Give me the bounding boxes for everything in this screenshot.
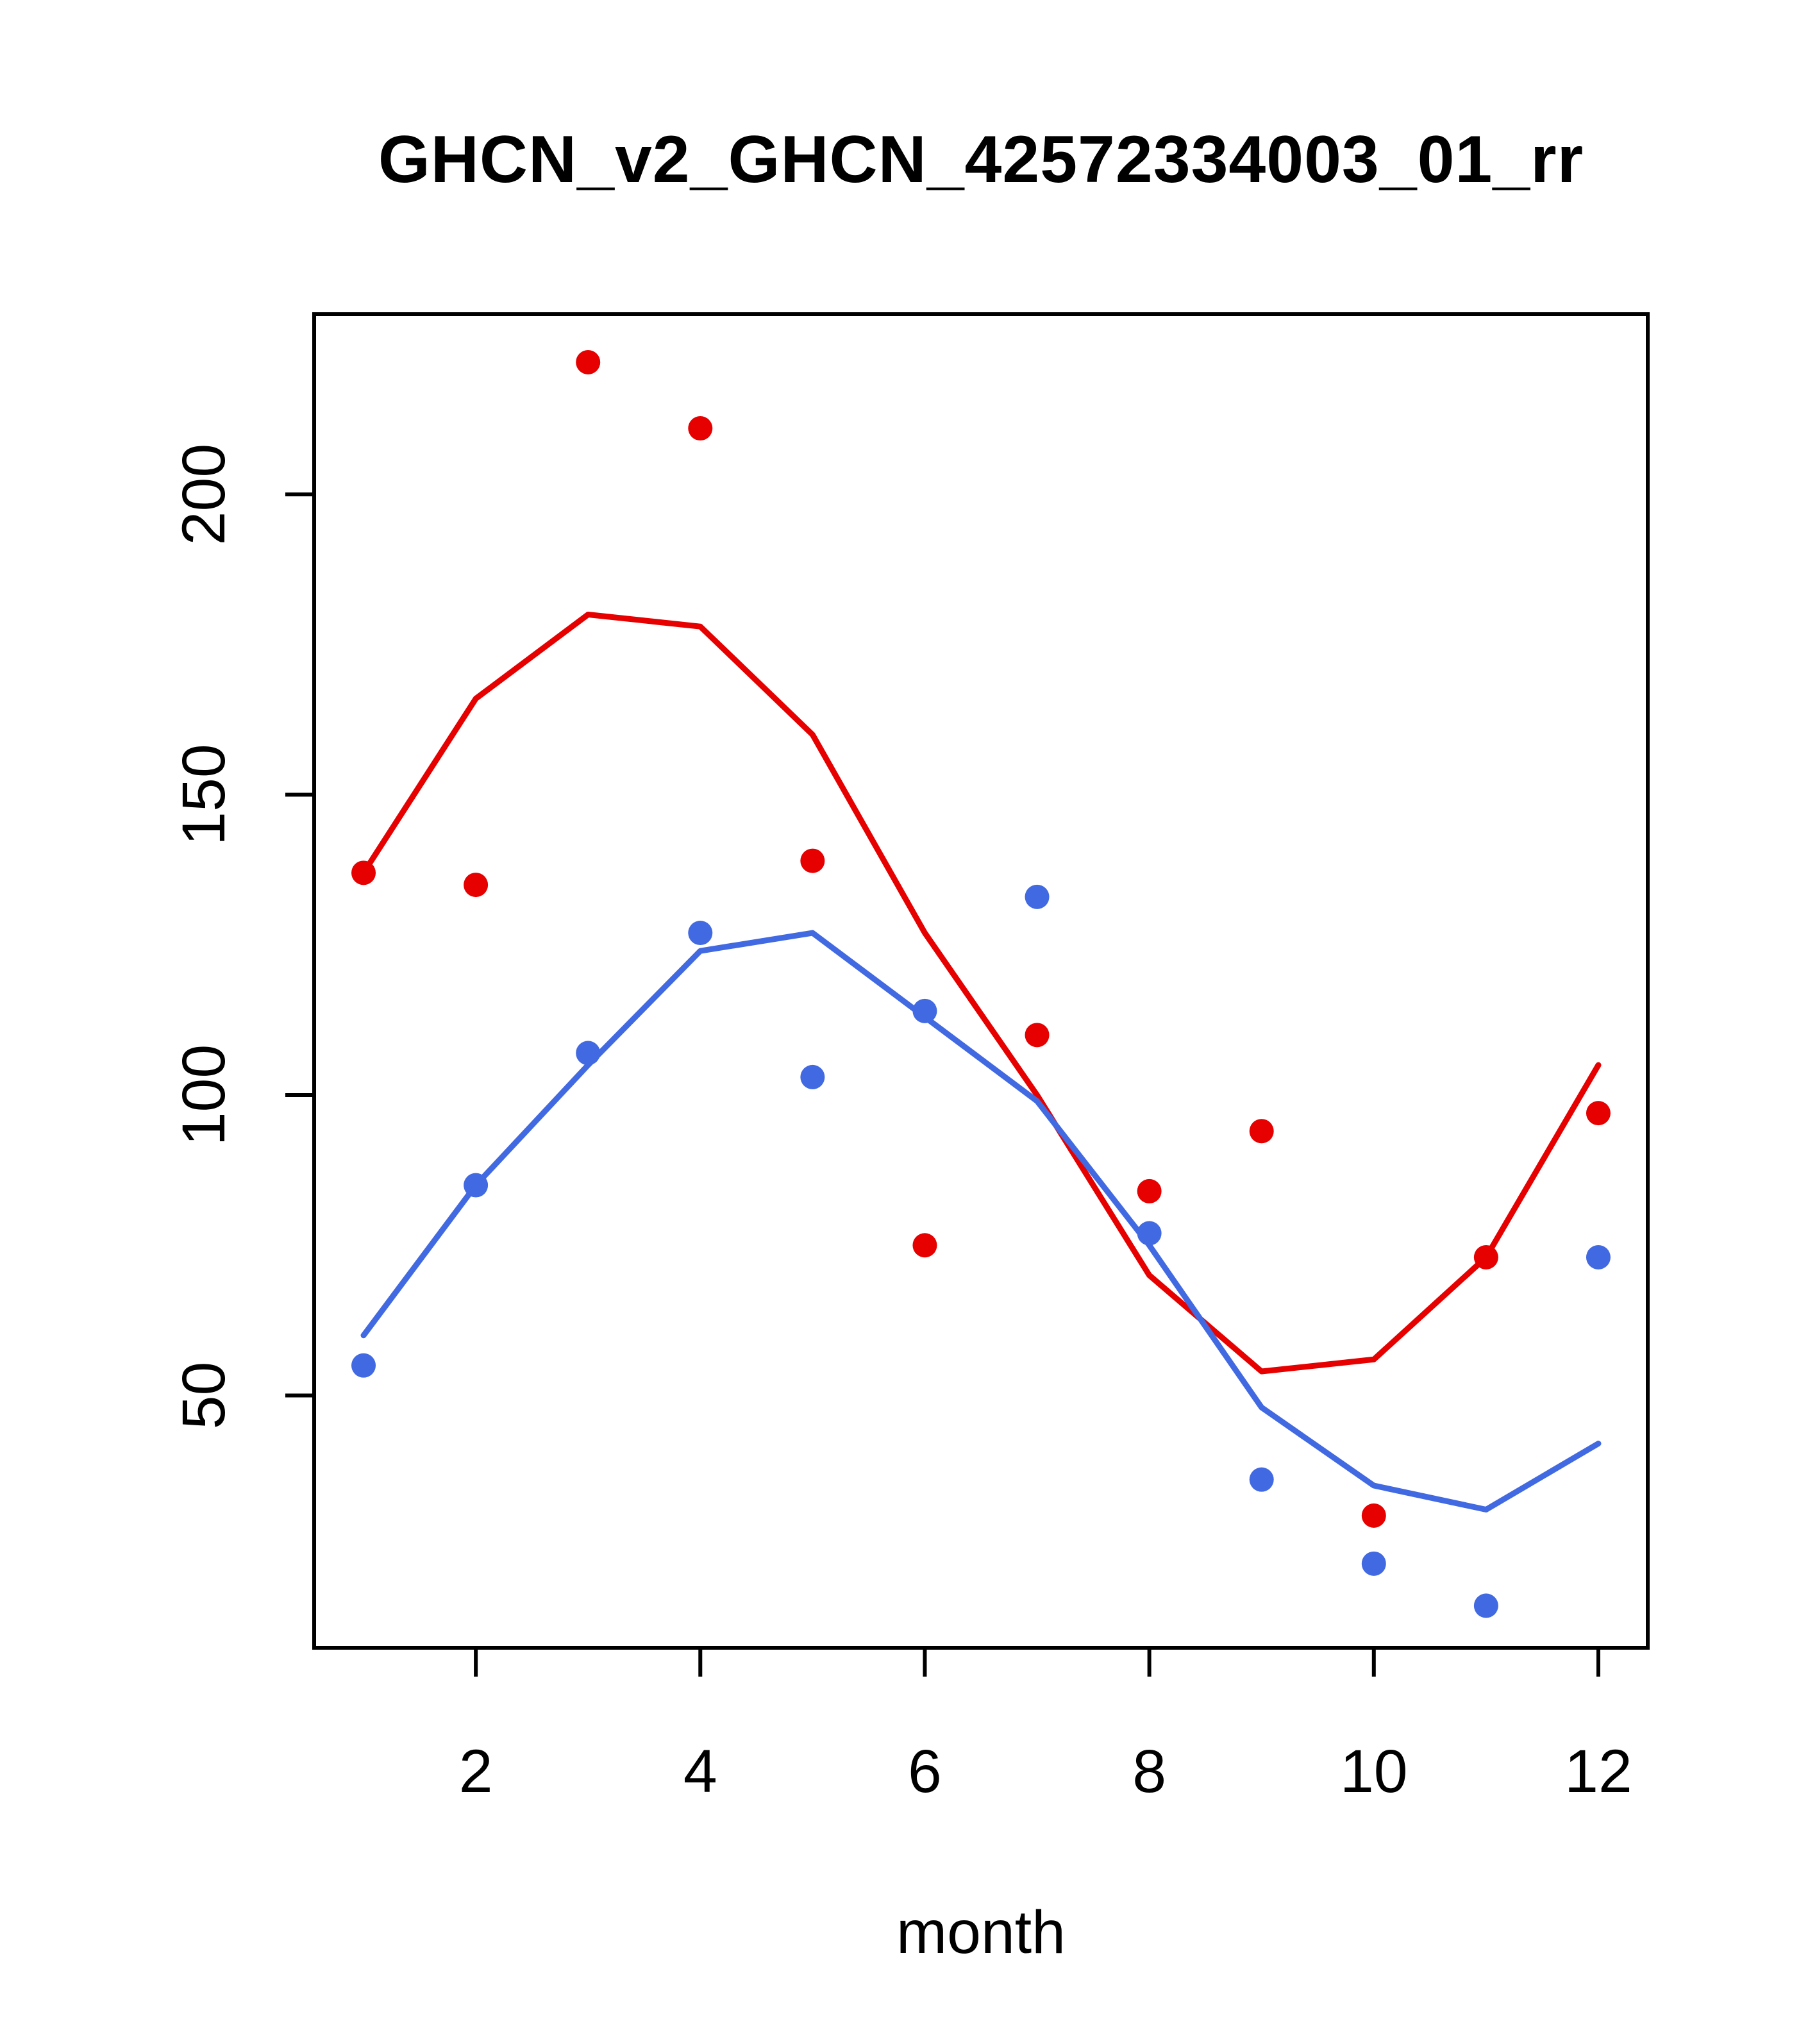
- red-points-marker: [1586, 1101, 1611, 1126]
- y-tick-label: 200: [170, 444, 238, 546]
- blue-points-marker: [1025, 884, 1050, 909]
- x-tick-label: 2: [459, 1738, 493, 1805]
- x-tick-label: 12: [1564, 1738, 1632, 1805]
- blue-points-marker: [688, 921, 713, 946]
- red-points-marker: [351, 860, 376, 885]
- plot-box: [312, 312, 1650, 1650]
- x-tick-label: 4: [683, 1738, 717, 1805]
- blue-points-marker: [1137, 1221, 1162, 1246]
- blue-line: [360, 930, 1602, 1513]
- blue-points-marker: [912, 998, 937, 1023]
- red-points-marker: [1025, 1023, 1050, 1048]
- red-points-marker: [1249, 1119, 1274, 1144]
- blue-points-marker: [351, 1353, 376, 1378]
- y-tick-label: 100: [170, 1044, 238, 1146]
- red-points-marker: [1473, 1244, 1498, 1269]
- red-points-marker: [464, 873, 489, 898]
- blue-points-marker: [1361, 1551, 1386, 1576]
- blue-points-marker: [1586, 1244, 1611, 1269]
- blue-points-marker: [800, 1064, 825, 1089]
- x-tick-label: 6: [908, 1738, 942, 1805]
- x-tick-label: 8: [1132, 1738, 1166, 1805]
- blue-points-marker: [1473, 1593, 1498, 1618]
- blue-points-marker: [464, 1173, 489, 1198]
- red-points-marker: [800, 848, 825, 873]
- x-tick-label: 10: [1340, 1738, 1408, 1805]
- red-points-marker: [576, 349, 601, 374]
- x-axis-label: month: [896, 1898, 1066, 1966]
- red-points-marker: [1137, 1178, 1162, 1203]
- red-points-marker: [912, 1233, 937, 1258]
- red-points-marker: [1361, 1503, 1386, 1528]
- blue-points-marker: [1249, 1467, 1274, 1492]
- chart-title: GHCN_v2_GHCN_42572334003_01_rr: [378, 122, 1584, 197]
- y-tick-label: 50: [170, 1362, 238, 1430]
- blue-points-marker: [576, 1041, 601, 1066]
- red-points-marker: [688, 416, 713, 441]
- y-tick-label: 150: [170, 744, 238, 846]
- red-line: [360, 611, 1602, 1375]
